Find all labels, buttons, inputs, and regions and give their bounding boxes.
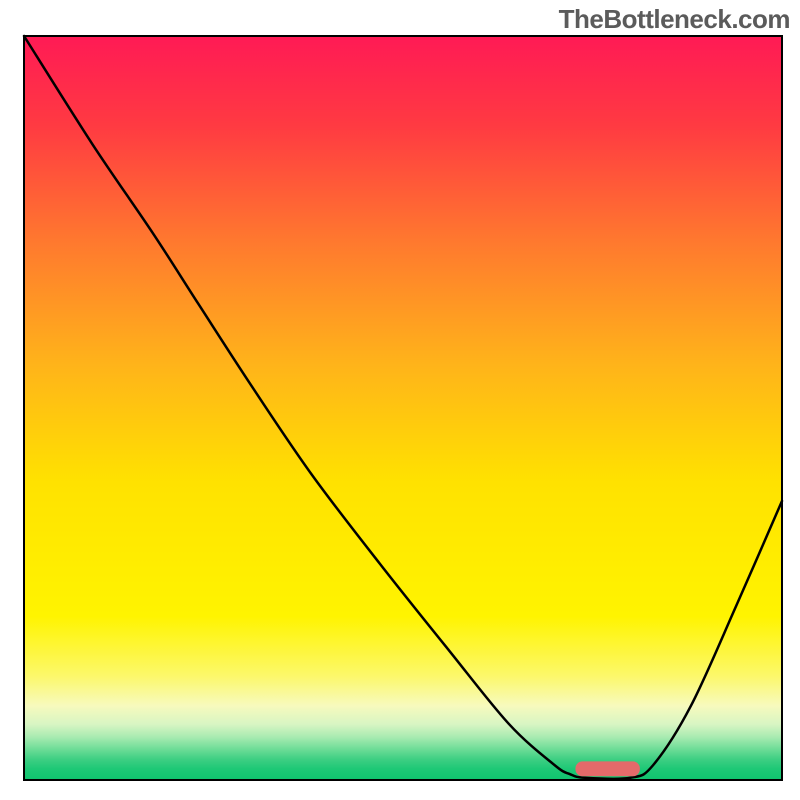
chart-background-gradient bbox=[24, 36, 782, 780]
minimum-marker bbox=[575, 761, 639, 776]
watermark-text: TheBottleneck.com bbox=[559, 4, 790, 35]
chart-container: TheBottleneck.com bbox=[0, 0, 800, 800]
bottleneck-chart bbox=[0, 0, 800, 800]
